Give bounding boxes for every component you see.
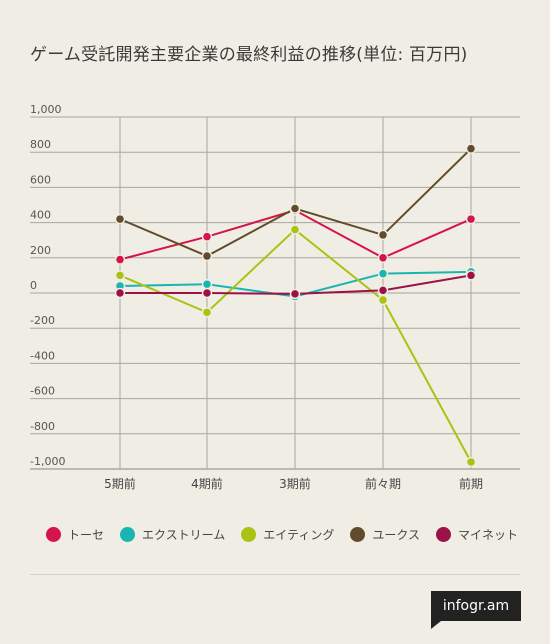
data-point <box>289 224 301 235</box>
y-tick-label: -600 <box>30 385 55 398</box>
legend-label: エクストリーム <box>142 528 226 542</box>
x-tick-label: 5期前 <box>104 476 136 491</box>
data-point <box>377 285 389 296</box>
legend-item[interactable]: トーセ <box>46 526 104 543</box>
data-point <box>377 294 389 306</box>
x-tick-label: 3期前 <box>279 476 311 491</box>
data-point <box>201 231 213 242</box>
legend-label: マイネット <box>457 528 518 542</box>
y-tick-label: 800 <box>30 138 51 151</box>
legend-swatch <box>46 527 61 542</box>
y-tick-label: 400 <box>30 209 51 222</box>
legend-label: ユークス <box>372 528 420 542</box>
data-point <box>114 213 126 225</box>
data-point <box>201 287 213 299</box>
legend-swatch <box>241 527 257 542</box>
legend-item[interactable]: エイティング <box>241 526 334 543</box>
y-tick-label: -1,000 <box>30 455 65 468</box>
legend-item[interactable]: エクストリーム <box>120 526 225 543</box>
x-tick-label: 4期前 <box>191 476 223 491</box>
data-point <box>377 229 389 241</box>
data-point <box>465 143 477 154</box>
data-point <box>114 287 126 299</box>
data-point <box>201 250 213 262</box>
legend-item[interactable]: ユークス <box>350 526 420 543</box>
logo-tail <box>431 621 441 629</box>
data-point <box>289 203 301 214</box>
y-tick-label: 0 <box>30 279 37 292</box>
data-point <box>201 278 213 290</box>
y-tick-label: 1,000 <box>30 103 62 116</box>
legend-label: エイティング <box>263 528 335 542</box>
data-point <box>114 254 126 265</box>
x-tick-label: 前期 <box>459 476 483 491</box>
legend-label: トーセ <box>68 528 105 542</box>
legend-swatch <box>120 527 136 542</box>
infogram-logo[interactable]: infogr.am <box>431 591 521 621</box>
x-tick-label: 前々期 <box>365 476 401 491</box>
legend-swatch <box>435 527 451 542</box>
data-point <box>201 307 213 318</box>
data-point <box>465 456 477 468</box>
data-point <box>114 270 126 281</box>
y-tick-label: -800 <box>30 420 55 433</box>
chart-legend: トーセ エクストリーム エイティング ユークス マイネット <box>46 526 534 543</box>
data-point <box>377 268 389 279</box>
data-point <box>465 270 477 281</box>
y-tick-label: 600 <box>30 173 51 186</box>
legend-item[interactable]: マイネット <box>435 526 518 543</box>
line-chart: 1,000 800 600 400 200 0 -200 -400 -600 -800 -1,000… <box>30 103 520 491</box>
y-tick-label: 200 <box>30 244 51 257</box>
data-point <box>377 252 389 264</box>
y-tick-label: -400 <box>30 349 55 362</box>
legend-swatch <box>350 527 366 542</box>
y-tick-label: -200 <box>30 314 55 327</box>
data-point <box>289 288 301 300</box>
footer-divider <box>30 574 520 575</box>
chart-title: ゲーム受託開発主要企業の最終利益の推移(単位: 百万円) <box>30 45 468 65</box>
data-point <box>465 213 477 225</box>
